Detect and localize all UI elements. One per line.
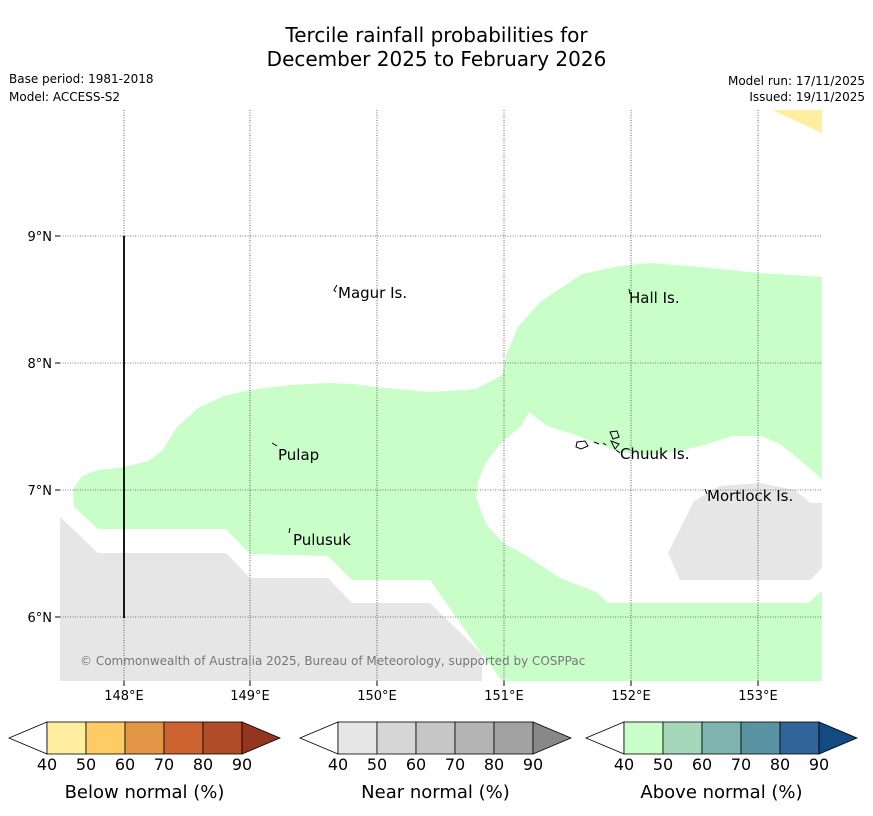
lon-label: 153°E [738, 689, 778, 704]
longitude-labels: 148°E 149°E 150°E 151°E 152°E 153°E [104, 689, 778, 704]
colorbar-tick-label: 80 [193, 755, 213, 774]
colorbar-segment [85, 721, 126, 755]
colorbar-upper-extension [818, 721, 859, 755]
lat-label: 7°N [28, 484, 53, 499]
colorbar-tick-label: 60 [406, 755, 426, 774]
colorbar-tick-label: 90 [809, 755, 829, 774]
colorbar-segment [701, 721, 742, 755]
colorbar-tick-label: 50 [653, 755, 673, 774]
lon-label: 150°E [357, 689, 397, 704]
colorbar-tick-label: 70 [154, 755, 174, 774]
colorbar-near-normal: 40 50 60 70 80 90 Near normal (%) [298, 721, 573, 803]
title-line-1: Tercile rainfall probabilities for [285, 23, 588, 47]
colorbar-segment [163, 721, 204, 755]
near-normal-region-southwest [60, 517, 482, 681]
lon-label: 148°E [104, 689, 144, 704]
lat-label: 6°N [28, 611, 53, 626]
hall-island [628, 288, 631, 295]
colorbar-tick-label: 50 [76, 755, 96, 774]
label-mortlock: Mortlock Is. [707, 487, 793, 505]
colorbar-title: Near normal (%) [361, 782, 510, 803]
colorbar-segment [662, 721, 703, 755]
lat-label: 8°N [28, 357, 53, 372]
colorbar-tick-label: 40 [328, 755, 348, 774]
chuuk-island-c [609, 440, 620, 450]
label-hall: Hall Is. [629, 289, 680, 307]
pulap-island [271, 442, 278, 447]
pulusuk-island [288, 527, 291, 534]
label-pulusuk: Pulusuk [293, 531, 351, 549]
colorbar-segment [415, 721, 456, 755]
mortlock-island [704, 488, 708, 495]
colorbar-segment [740, 721, 781, 755]
colorbar-upper-extension [241, 721, 282, 755]
label-pulap: Pulap [278, 446, 319, 464]
chuuk-island-a [575, 440, 589, 450]
tick-marks [55, 235, 759, 686]
colorbar-segment [46, 721, 87, 755]
lon-label: 151°E [484, 689, 524, 704]
latitude-labels: 9°N 8°N 7°N 6°N [28, 230, 53, 626]
colorbar-segment [202, 721, 243, 755]
colorbar-tick-label: 50 [367, 755, 387, 774]
above-normal-region [73, 263, 822, 681]
colorbar-title: Below normal (%) [65, 782, 225, 803]
colorbar-segment [493, 721, 534, 755]
colorbar-tick-label: 70 [445, 755, 465, 774]
chuuk-island-d [593, 441, 600, 445]
colorbar-segment [124, 721, 165, 755]
label-magur: Magur Is. [338, 284, 407, 302]
colorbar-tick-label: 90 [232, 755, 252, 774]
chuuk-island-f [615, 449, 621, 454]
model-name: Model: ACCESS-S2 [9, 90, 121, 104]
colorbar-segment [337, 721, 378, 755]
copyright-notice: © Commonwealth of Australia 2025, Bureau… [80, 654, 585, 668]
colorbar-lower-extension [584, 721, 625, 755]
colorbar-below-normal: 40 50 60 70 80 90 Below normal (%) [7, 721, 282, 803]
colorbar-tick-label: 90 [523, 755, 543, 774]
below-normal-region-northeast [772, 110, 822, 133]
islands [271, 284, 708, 534]
colorbar-tick-label: 80 [770, 755, 790, 774]
colorbar-segment [376, 721, 417, 755]
colorbar-upper-extension [532, 721, 573, 755]
colorbar-lower-extension [7, 721, 48, 755]
model-run: Model run: 17/11/2025 [727, 74, 865, 88]
title-line-2: December 2025 to February 2026 [266, 47, 607, 71]
label-chuuk: Chuuk Is. [620, 445, 689, 463]
colorbar-tick-label: 40 [37, 755, 57, 774]
colorbar-title: Above normal (%) [640, 782, 802, 803]
chuuk-island-b [609, 430, 620, 440]
colorbar-tick-label: 40 [614, 755, 634, 774]
colorbar-tick-label: 60 [692, 755, 712, 774]
magur-island [333, 284, 338, 293]
colorbar-segment [454, 721, 495, 755]
issued-date: Issued: 19/11/2025 [749, 90, 865, 104]
colorbar-tick-label: 60 [115, 755, 135, 774]
map-panel: Magur Is. Hall Is. Pulap Chuuk Is. Mortl… [60, 110, 822, 681]
lon-label: 152°E [611, 689, 651, 704]
colorbar-tick-label: 70 [731, 755, 751, 774]
base-period: Base period: 1981-2018 [9, 72, 154, 86]
colorbar-above-normal: 40 50 60 70 80 90 Above normal (%) [584, 721, 859, 803]
colorbar-tick-label: 80 [484, 755, 504, 774]
chuuk-island-e [602, 442, 607, 446]
colorbar-lower-extension [298, 721, 339, 755]
colorbar-segment [779, 721, 820, 755]
colorbar-segment [623, 721, 664, 755]
near-normal-region-southeast [668, 483, 822, 580]
lat-label: 9°N [28, 230, 53, 245]
lon-label: 149°E [230, 689, 270, 704]
